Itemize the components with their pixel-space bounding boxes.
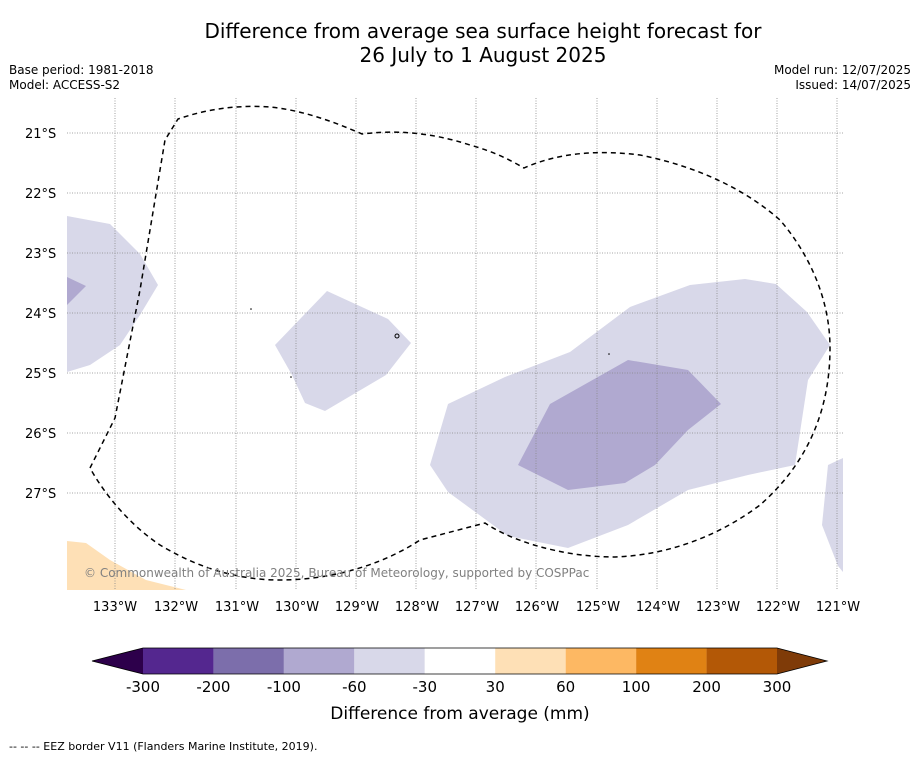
island-marker (290, 376, 292, 378)
lon-tick-label: 124°W (636, 600, 680, 615)
lon-tick-label: 129°W (335, 600, 379, 615)
map-title: Difference from average sea surface heig… (0, 19, 919, 67)
colorbar-tick-label: -200 (196, 678, 230, 696)
lon-tick-label: 132°W (154, 600, 198, 615)
lat-tick-label: 27°S (25, 487, 56, 502)
lon-tick-label: 126°W (515, 600, 559, 615)
colorbar-outline (91, 647, 829, 675)
lon-tick-label: 133°W (93, 600, 137, 615)
model-run-text: Model run: 12/07/2025 (773, 63, 911, 77)
title-line-2: 26 July to 1 August 2025 (359, 43, 607, 67)
island-marker (394, 333, 400, 339)
colorbar-bin (424, 648, 496, 674)
anomaly-region-west (67, 216, 158, 372)
colorbar-tick-label: -300 (126, 678, 160, 696)
anomaly-core-east (518, 360, 721, 490)
colorbar-tick-label: -100 (267, 678, 301, 696)
colorbar-tick-label: -60 (342, 678, 367, 696)
island-marker (608, 353, 610, 355)
colorbar-tick-label: -30 (413, 678, 438, 696)
colorbar-tick-label: 300 (763, 678, 792, 696)
lat-tick-label: 25°S (25, 367, 56, 382)
colorbar-bin (706, 648, 777, 674)
eez-footnote: -- -- -- EEZ border V11 (Flanders Marine… (9, 740, 318, 753)
lat-tick-label: 23°S (25, 247, 56, 262)
eez-border (89, 105, 831, 581)
lat-tick-label: 21°S (25, 127, 56, 142)
lat-tick-label: 26°S (25, 427, 56, 442)
anomaly-region-far-east (822, 458, 843, 572)
latitude-ticks: 21°S 22°S 23°S 24°S 25°S 26°S 27°S (25, 127, 56, 502)
colorbar-bin (213, 648, 284, 674)
island-marker (250, 308, 252, 310)
colorbar-tick-label: 30 (486, 678, 505, 696)
lon-tick-label: 131°W (215, 600, 259, 615)
issued-text: Issued: 14/07/2025 (795, 78, 911, 92)
colorbar-bin (283, 648, 355, 674)
colorbar-bin (143, 648, 214, 674)
anomaly-region-central (275, 291, 411, 411)
lon-tick-label: 123°W (696, 600, 740, 615)
lon-tick-label: 127°W (455, 600, 499, 615)
meta-left: Base period: 1981-2018 Model: ACCESS-S2 (9, 63, 154, 93)
colorbar-extend-high (777, 648, 827, 674)
colorbar-title: Difference from average (mm) (330, 704, 589, 724)
base-period-text: Base period: 1981-2018 (9, 63, 154, 77)
lon-tick-label: 125°W (576, 600, 620, 615)
copyright-text: © Commonwealth of Australia 2025, Bureau… (84, 566, 589, 580)
lon-tick-label: 121°W (816, 600, 860, 615)
longitude-ticks: 133°W 132°W 131°W 130°W 129°W 128°W 127°… (93, 600, 860, 615)
lon-tick-label: 128°W (395, 600, 439, 615)
title-line-1: Difference from average sea surface heig… (204, 19, 762, 43)
meta-right: Model run: 12/07/2025 Issued: 14/07/2025 (774, 63, 911, 93)
colorbar-tick-label: 200 (692, 678, 721, 696)
anomaly-core-west (67, 277, 86, 305)
map-area: © Commonwealth of Australia 2025, Bureau… (67, 98, 843, 590)
colorbar-bin (565, 648, 637, 674)
lat-tick-label: 24°S (25, 307, 56, 322)
colorbar (91, 647, 829, 675)
lon-tick-label: 122°W (756, 600, 800, 615)
colorbar-labels: -300 -200 -100 -60 -30 30 60 100 200 300 (126, 678, 791, 696)
gridlines (67, 98, 843, 590)
lon-tick-label: 130°W (275, 600, 319, 615)
colorbar-tick-label: 60 (556, 678, 575, 696)
colorbar-bin (495, 648, 566, 674)
lat-tick-label: 22°S (25, 187, 56, 202)
colorbar-bin (354, 648, 425, 674)
model-text: Model: ACCESS-S2 (9, 78, 121, 92)
positive-region-south-west (67, 541, 186, 590)
colorbar-tick-label: 100 (622, 678, 651, 696)
colorbar-extend-low (92, 648, 143, 674)
colorbar-bin (636, 648, 707, 674)
